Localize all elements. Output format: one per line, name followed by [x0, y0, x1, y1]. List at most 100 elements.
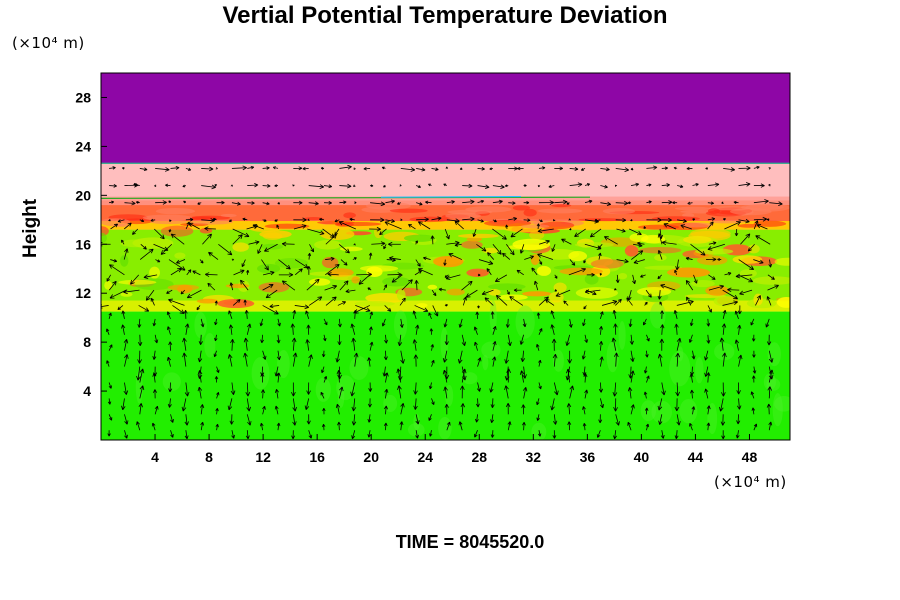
velocity-arrow	[214, 318, 218, 326]
heatmap-blob	[705, 285, 730, 296]
velocity-arrow	[412, 339, 418, 351]
velocity-arrow	[182, 352, 187, 367]
velocity-arrow	[399, 421, 404, 431]
velocity-arrow	[516, 269, 524, 276]
velocity-arrow	[292, 309, 297, 319]
velocity-arrow	[568, 318, 573, 328]
velocity-arrow	[475, 311, 480, 319]
velocity-arrow	[753, 259, 764, 264]
velocity-arrow	[477, 219, 484, 223]
velocity-arrow	[337, 421, 341, 431]
velocity-arrow	[277, 201, 281, 205]
velocity-arrow	[431, 359, 435, 367]
velocity-arrow	[721, 201, 724, 204]
velocity-arrow	[135, 200, 140, 204]
velocity-arrow	[367, 287, 372, 291]
velocity-arrow	[323, 318, 328, 326]
velocity-arrow	[123, 248, 129, 260]
velocity-arrow	[767, 386, 772, 399]
velocity-arrow	[200, 318, 205, 328]
heatmap-blob	[520, 224, 550, 229]
velocity-arrow	[704, 388, 709, 399]
heatmap-blob	[343, 212, 356, 219]
velocity-arrow	[734, 339, 740, 351]
velocity-arrow	[294, 268, 303, 276]
velocity-arrow	[247, 182, 259, 188]
velocity-arrow	[201, 166, 214, 172]
velocity-arrow	[581, 350, 586, 360]
velocity-arrow	[108, 280, 117, 291]
heatmap-blob	[590, 259, 624, 269]
velocity-arrow	[707, 243, 725, 251]
heatmap-blob	[489, 300, 497, 333]
velocity-arrow	[353, 184, 356, 187]
heatmap-blob	[649, 302, 666, 329]
velocity-arrow	[768, 421, 773, 431]
heatmap-band	[101, 221, 790, 230]
velocity-arrow	[168, 200, 172, 204]
velocity-arrow	[673, 166, 678, 170]
velocity-arrow	[367, 430, 372, 438]
velocity-arrow	[454, 243, 462, 247]
velocity-arrow	[443, 318, 448, 328]
x-tick-label: 8	[205, 449, 213, 465]
velocity-arrow	[474, 341, 478, 351]
velocity-arrow	[629, 228, 642, 236]
velocity-arrow	[545, 299, 555, 306]
velocity-arrow	[430, 344, 434, 351]
velocity-arrow	[414, 305, 429, 312]
velocity-arrow	[627, 387, 633, 399]
velocity-arrow	[292, 184, 295, 187]
velocity-arrow	[444, 228, 450, 240]
velocity-arrow	[537, 228, 554, 234]
velocity-arrow	[477, 184, 490, 190]
velocity-arrow	[139, 385, 145, 399]
velocity-arrow	[582, 366, 587, 376]
velocity-arrow	[246, 323, 252, 335]
heatmap-blob	[537, 208, 583, 214]
velocity-arrow	[674, 269, 678, 275]
velocity-arrow	[536, 343, 540, 351]
velocity-arrow	[138, 403, 143, 415]
velocity-arrow	[383, 184, 386, 188]
velocity-arrow	[459, 167, 463, 170]
velocity-arrow	[262, 184, 271, 188]
velocity-arrow	[110, 258, 118, 263]
velocity-arrow	[523, 201, 530, 205]
velocity-arrow	[462, 199, 475, 205]
heatmap-blob	[315, 377, 331, 402]
heatmap-blob	[199, 227, 213, 234]
velocity-arrow	[137, 334, 143, 346]
velocity-arrow	[614, 288, 617, 291]
velocity-arrow	[551, 244, 556, 252]
velocity-arrow	[168, 382, 173, 393]
velocity-arrow	[477, 273, 481, 277]
heatmap-blob	[606, 341, 619, 373]
velocity-arrow	[583, 305, 587, 310]
velocity-arrow	[293, 200, 303, 205]
velocity-arrow	[274, 366, 279, 377]
heatmap-blob	[433, 255, 464, 268]
heatmap-blob	[440, 327, 449, 360]
velocity-arrow	[247, 201, 255, 205]
velocity-arrow	[242, 217, 248, 221]
velocity-arrow	[370, 217, 385, 223]
velocity-arrow	[381, 166, 386, 170]
velocity-arrow	[337, 318, 342, 328]
velocity-arrow	[212, 217, 217, 221]
velocity-arrow	[767, 274, 775, 280]
velocity-arrow	[204, 272, 218, 277]
velocity-arrow	[657, 249, 663, 260]
velocity-arrow	[428, 312, 432, 320]
velocity-arrow	[504, 350, 509, 364]
velocity-arrow	[166, 326, 171, 335]
velocity-arrow	[717, 258, 722, 261]
velocity-arrow	[400, 350, 405, 364]
velocity-arrow	[241, 259, 246, 268]
x-tick-label: 44	[688, 449, 704, 465]
heatmap-blob	[162, 372, 181, 392]
velocity-arrow	[660, 430, 665, 439]
heatmap-blob	[767, 342, 781, 367]
velocity-arrow	[274, 389, 279, 399]
heatmap-blob	[462, 372, 478, 385]
